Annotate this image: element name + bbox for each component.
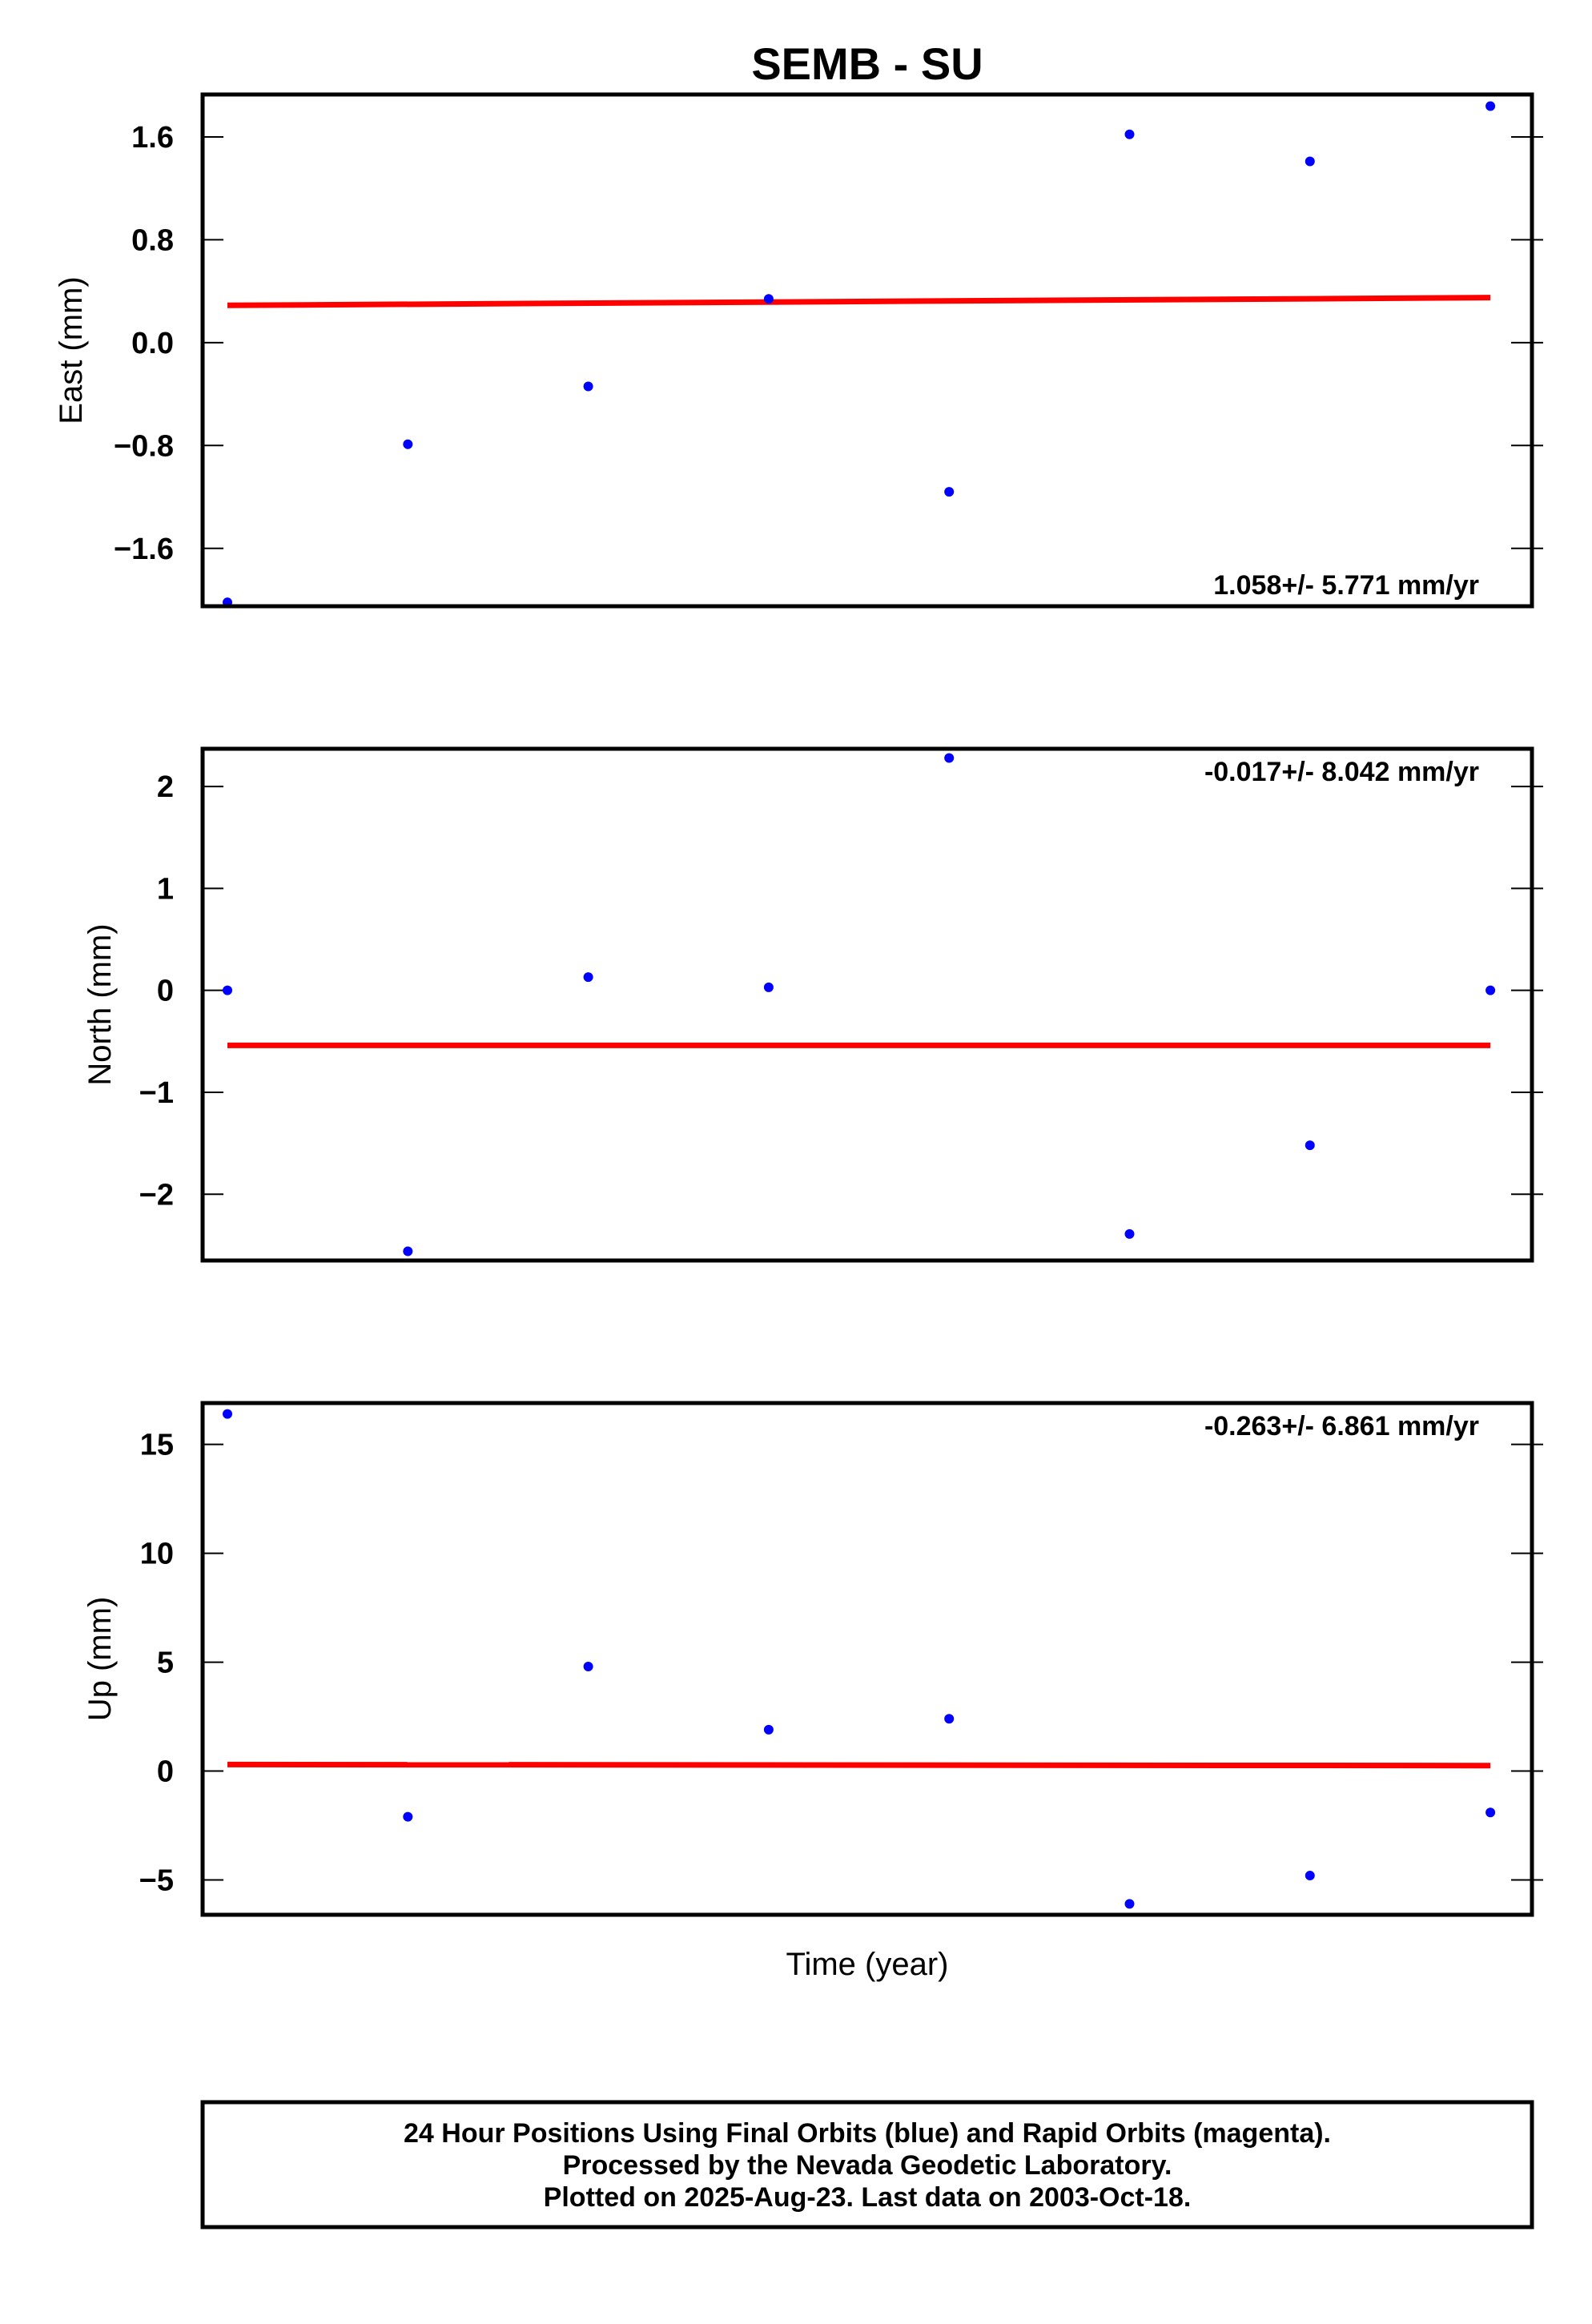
panel-1: 1.6 0.8 0.0 −0.8 −1.6 East (mm) 1.058+/- 5.771… <box>54 92 1543 609</box>
data-point <box>403 1811 413 1822</box>
data-point <box>944 1714 955 1724</box>
rate-annotation: 1.058+/- 5.771 mm/yr <box>1213 570 1479 601</box>
y-tick-label: 0 <box>157 1755 174 1789</box>
data-point <box>583 381 593 392</box>
figure-title: SEMB - SU <box>751 38 983 89</box>
data-point <box>944 487 955 497</box>
panels: 1.6 0.8 0.0 −0.8 −1.6 East (mm) 1.058+/- 5.771… <box>54 92 1543 1917</box>
y-tick-label: 0.8 <box>131 223 174 257</box>
data-point <box>1124 1899 1135 1909</box>
y-tick-label: −0.8 <box>114 429 174 463</box>
data-point <box>763 982 774 992</box>
plot-frame <box>200 1401 1534 1917</box>
fit-line <box>227 1761 1491 1769</box>
y-axis-label: Up (mm) <box>82 1597 118 1722</box>
data-point <box>403 1246 413 1256</box>
data-point <box>1485 985 1496 995</box>
y-tick-label: 0 <box>157 975 174 1008</box>
y-tick-label: −5 <box>139 1864 174 1897</box>
y-tick-label: −1 <box>139 1076 174 1110</box>
footer-box <box>200 2100 1534 2230</box>
y-axis-label: East (mm) <box>54 276 89 424</box>
plot-frame <box>200 746 1534 1263</box>
data-point <box>1305 156 1315 167</box>
data-point <box>223 985 232 995</box>
y-tick-label: 10 <box>140 1538 174 1571</box>
rate-annotation: -0.263+/- 6.861 mm/yr <box>1204 1411 1479 1441</box>
data-point <box>1305 1140 1315 1151</box>
y-tick-label: 15 <box>140 1429 174 1462</box>
x-axis-label: Time (year) <box>786 1947 949 1982</box>
data-point <box>944 753 955 763</box>
y-tick-label: −1.6 <box>114 533 174 566</box>
data-point <box>763 294 774 304</box>
data-point <box>1485 101 1496 111</box>
y-tick-label: 0.0 <box>131 327 174 360</box>
data-point <box>1485 1807 1496 1818</box>
data-point <box>403 439 413 449</box>
y-tick-label: 2 <box>157 770 174 804</box>
data-point <box>583 1662 593 1672</box>
data-point <box>1305 1871 1315 1881</box>
footer-line-3: Plotted on 2025-Aug-23. Last data on 200… <box>544 2182 1192 2213</box>
rate-annotation: -0.017+/- 8.042 mm/yr <box>1204 757 1479 787</box>
y-tick-label: 1 <box>157 872 174 906</box>
y-tick-label: 1.6 <box>131 121 174 155</box>
panel-3: 15 10 5 0 −5 Up (mm) -0.263+/- 6.861 mm/yr <box>82 1401 1543 1917</box>
plot-frame <box>200 92 1534 609</box>
fit-line <box>227 295 1491 308</box>
panel-2: 2 1 0 −1 −2 North (mm) -0.017+/- 8.042 mm/yr <box>82 746 1543 1263</box>
y-tick-label: −2 <box>139 1178 174 1212</box>
y-axis-label: North (mm) <box>82 923 118 1085</box>
footer-line-1: 24 Hour Positions Using Final Orbits (bl… <box>404 2118 1331 2149</box>
data-point <box>763 1724 774 1735</box>
data-point <box>583 972 593 983</box>
footer-line-2: Processed by the Nevada Geodetic Laborat… <box>563 2150 1172 2181</box>
y-tick-label: 5 <box>157 1647 174 1680</box>
data-point <box>1124 1228 1135 1239</box>
data-point <box>1124 129 1135 139</box>
data-point <box>223 1409 232 1419</box>
